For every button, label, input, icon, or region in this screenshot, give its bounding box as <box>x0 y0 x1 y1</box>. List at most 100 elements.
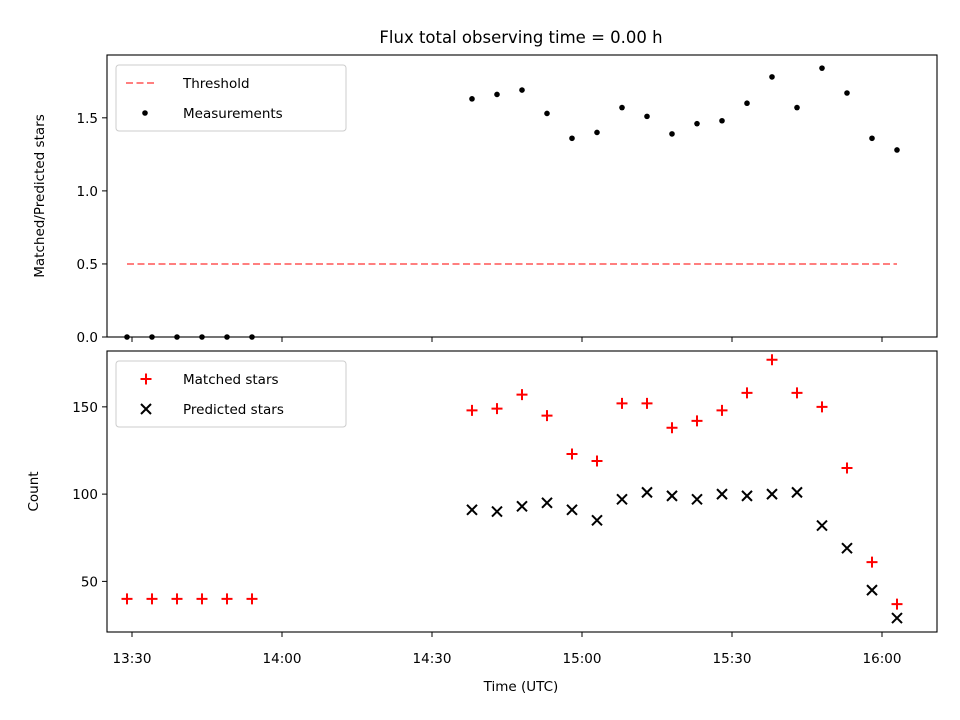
measurements-point <box>744 100 750 107</box>
ratio-panel: 0.0 0.5 1.0 1.5 Matched/Predicted stars Thres… <box>32 54 938 346</box>
matched-stars-point <box>716 404 728 416</box>
measurements-point <box>569 135 575 142</box>
measurements-point <box>819 65 825 71</box>
matched-stars-point <box>146 593 158 605</box>
predicted-stars-point <box>791 486 803 499</box>
measurements-point <box>199 334 205 340</box>
count-y-axis-label: Count <box>26 471 42 511</box>
matched-stars-point <box>246 593 258 605</box>
matched-stars-point <box>841 462 853 474</box>
ratio-y-tick-label: 1.5 <box>77 111 98 127</box>
predicted-stars-point <box>591 514 603 527</box>
predicted-stars-point <box>616 493 628 506</box>
predicted-stars-point <box>466 504 478 516</box>
x-tick-label: 14:30 <box>413 651 452 667</box>
predicted-stars-point <box>891 612 903 624</box>
measurements-legend-label: Measurements <box>183 106 283 122</box>
predicted-stars-point <box>816 519 828 532</box>
measurements-point <box>124 334 130 340</box>
predicted-stars-point <box>641 486 653 499</box>
chart-title: Flux total observing time = 0.00 h <box>379 28 662 47</box>
measurements-point <box>619 104 625 111</box>
matched-stars-point <box>121 593 133 605</box>
ratio-y-tick-label: 0.0 <box>77 330 98 346</box>
measurements-point <box>469 96 475 102</box>
measurements-point <box>224 334 230 340</box>
measurements-point <box>544 110 550 117</box>
count-plot-frame <box>106 350 938 633</box>
predicted-stars-point <box>691 493 703 506</box>
measurements-point <box>869 135 875 142</box>
ratio-plot-frame <box>106 54 938 338</box>
matched-stars-point <box>666 422 678 434</box>
measurements-point <box>494 91 500 98</box>
x-tick-label: 15:00 <box>563 651 602 667</box>
matched-stars-point <box>171 593 183 605</box>
count-legend: Matched stars Predicted stars <box>115 360 347 428</box>
matched-stars-point <box>591 455 603 467</box>
predicted-stars-point <box>716 488 728 500</box>
matched-stars-point <box>541 410 553 422</box>
predicted-stars-point <box>666 490 678 502</box>
matched-stars-point <box>516 389 528 401</box>
ratio-y-axis-label: Matched/Predicted stars <box>32 114 48 277</box>
ratio-y-tick-label: 1.0 <box>77 184 98 200</box>
matched-stars-legend-marker <box>140 373 152 385</box>
x-tick-label: 14:00 <box>263 651 302 667</box>
measurements-point <box>174 334 180 340</box>
matched-stars-point <box>691 415 703 427</box>
measurements-point <box>594 129 600 136</box>
predicted-stars-point <box>841 542 853 554</box>
measurements-point <box>644 113 650 120</box>
x-axis-ticks: 13:30 14:00 14:30 15:00 15:30 16:00 <box>113 651 902 667</box>
threshold-legend-label: Threshold <box>182 76 250 92</box>
matched-stars-point <box>816 401 828 413</box>
matched-stars-point <box>866 556 878 568</box>
predicted-stars-point <box>866 584 878 596</box>
measurements-point <box>249 334 255 340</box>
measurements-point <box>149 334 155 340</box>
matched-stars-legend-label: Matched stars <box>183 372 279 388</box>
x-axis-label: Time (UTC) <box>483 679 559 695</box>
measurements-point <box>519 87 525 93</box>
matched-stars-point <box>791 387 803 399</box>
predicted-stars-point <box>766 488 778 500</box>
predicted-stars-legend-label: Predicted stars <box>183 402 284 418</box>
matched-stars-point <box>766 354 778 366</box>
matched-stars-point <box>616 397 628 409</box>
measurements-point <box>719 117 725 124</box>
ratio-legend-box <box>115 64 347 132</box>
predicted-stars-point <box>566 504 578 516</box>
measurements-point <box>794 104 800 111</box>
matched-stars-point <box>466 404 478 416</box>
matched-stars-point <box>741 387 753 399</box>
measurements-point <box>769 74 775 80</box>
predicted-stars-point <box>516 500 528 513</box>
measurements-point <box>694 120 700 127</box>
count-y-tick-label: 50 <box>81 574 98 590</box>
count-legend-box <box>115 360 347 428</box>
predicted-stars-legend-marker <box>140 403 152 415</box>
x-tick-label: 16:00 <box>863 651 902 667</box>
ratio-legend: Threshold Measurements <box>115 64 347 132</box>
matched-stars-point <box>641 397 653 409</box>
count-panel: 50 100 150 Count Matched stars Predicted star… <box>26 350 938 637</box>
matched-stars-point <box>491 403 503 415</box>
x-tick-label: 13:30 <box>113 651 152 667</box>
matched-stars-point <box>891 598 903 610</box>
predicted-stars-point <box>491 505 503 518</box>
matched-stars-point <box>196 593 208 605</box>
matched-stars-point <box>566 448 578 460</box>
x-tick-label: 15:30 <box>713 651 752 667</box>
matched-stars-point <box>221 593 233 605</box>
measurements-point <box>844 90 850 96</box>
measurements-legend-marker <box>142 110 148 116</box>
count-y-tick-label: 150 <box>72 400 98 416</box>
predicted-stars-point <box>541 497 553 509</box>
ratio-y-tick-label: 0.5 <box>77 257 98 273</box>
predicted-stars-point <box>741 490 753 502</box>
measurements-point <box>669 131 675 137</box>
measurements-point <box>894 147 900 153</box>
count-y-tick-label: 100 <box>72 487 98 503</box>
